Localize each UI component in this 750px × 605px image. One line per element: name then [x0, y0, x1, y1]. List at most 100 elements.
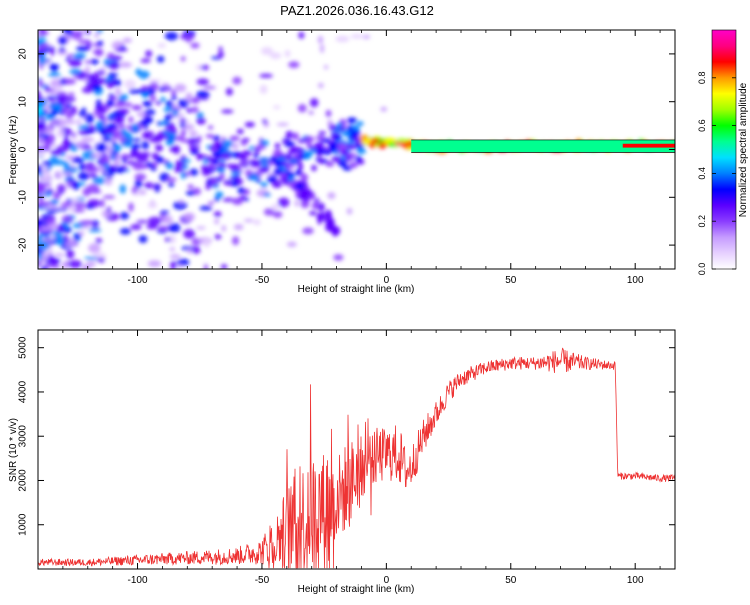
spectrogram-blob: [318, 158, 325, 165]
spectrogram-blob: [85, 204, 95, 209]
spectrogram-blob: [84, 256, 99, 261]
spectrogram-blob: [52, 118, 66, 128]
spectrogram-blob: [113, 158, 121, 167]
spectrogram-blob: [110, 150, 120, 155]
spectrogram-blob: [106, 81, 115, 89]
spectrogram-blob: [188, 130, 198, 137]
spectrogram-blob: [187, 248, 192, 254]
spectrogram-blob: [105, 175, 114, 180]
y-tick-label: 1000: [18, 513, 29, 536]
y-tick-label: 4000: [18, 380, 29, 403]
spectrogram-blob: [50, 199, 59, 205]
spectrogram-blob: [49, 234, 55, 242]
spectrogram-blob: [261, 140, 269, 147]
spectrogram-blob: [63, 135, 69, 144]
spectrogram-blob: [306, 141, 312, 147]
spectrogram-blob: [77, 124, 89, 130]
spectrogram-blob: [132, 125, 138, 130]
snr-series-line: [38, 347, 675, 569]
spectrogram-blob: [222, 197, 235, 202]
spectrogram-blob: [65, 249, 75, 259]
spectrogram-blob: [72, 208, 86, 213]
spectrogram-blob: [197, 135, 202, 142]
spectrogram-blob: [269, 52, 282, 60]
spectrogram-blob: [354, 141, 365, 149]
spectrogram-blob: [60, 152, 67, 157]
spectrogram-blob: [81, 220, 94, 226]
spectrogram-blob: [186, 33, 192, 44]
spectrogram-blob: [73, 53, 86, 59]
spectrogram-blob: [38, 123, 47, 132]
spectrogram-blob: [141, 131, 152, 140]
spectrogram-blob: [166, 177, 177, 182]
spectrogram-blob: [154, 183, 160, 193]
spectrogram-blob: [248, 145, 255, 150]
spectrogram-blob: [155, 145, 163, 152]
spectrogram-blob: [155, 156, 165, 164]
spectrogram-blob: [136, 220, 149, 224]
spectrogram-blob: [73, 201, 86, 209]
spectrogram-blob: [117, 100, 126, 106]
spectrogram-blob: [91, 225, 100, 230]
spectrogram-blob: [258, 167, 269, 173]
spectrogram-blob: [105, 100, 115, 107]
spectrogram-blob: [325, 214, 332, 219]
spectrogram-blob: [77, 39, 92, 44]
spectrogram-blob: [55, 91, 67, 96]
spectrogram-blob: [143, 116, 154, 124]
spectrogram-blob: [38, 89, 41, 96]
spectrogram-blob: [214, 234, 222, 240]
spectrogram-blob: [142, 100, 153, 107]
spectrogram-blob: [322, 149, 332, 155]
spectrogram-blob: [65, 181, 71, 186]
spectrogram-blob: [293, 146, 302, 151]
spectrogram-blob: [78, 230, 85, 237]
spectrogram-blob: [335, 35, 350, 43]
y-tick-label: 2000: [18, 469, 29, 492]
spectrogram-blob: [56, 129, 65, 138]
spectrogram-blob: [253, 219, 261, 226]
spectrogram-blob: [245, 169, 253, 176]
spectrogram-blob: [74, 141, 86, 147]
spectrogram-blob: [316, 212, 325, 222]
spectrogram-blob: [88, 228, 102, 233]
spectrogram-blob: [229, 135, 240, 142]
spectrogram-blob: [303, 152, 311, 160]
spectrogram-blob: [205, 134, 214, 139]
spectrogram-blob: [180, 129, 186, 137]
spectrogram-blob: [274, 159, 283, 167]
spectrogram-blob: [187, 184, 194, 190]
spectrogram-blob: [94, 33, 100, 38]
spectrogram-blob: [259, 157, 270, 162]
spectrogram-blob: [298, 162, 304, 171]
spectrogram-blob: [81, 107, 87, 117]
spectrogram-blob: [361, 138, 370, 145]
spectrogram-blob: [201, 168, 211, 176]
spectrogram-blob: [45, 114, 56, 121]
spectrogram-blob: [260, 47, 273, 56]
spectrogram-blob: [218, 166, 225, 174]
spectrogram-blob: [38, 78, 43, 88]
spectrogram-blob: [119, 212, 130, 220]
spectrogram-blob: [38, 184, 45, 195]
spectrogram-blob: [38, 250, 46, 254]
spectrogram-blob: [144, 182, 154, 189]
spectrogram-blob: [346, 143, 357, 150]
spectrogram-blob: [212, 150, 220, 158]
spectrogram-blob: [111, 55, 123, 61]
spectrogram-blob: [84, 60, 91, 64]
spectrogram-blob: [138, 70, 150, 80]
spectrogram-blob: [38, 240, 50, 251]
spectrogram-blob: [321, 159, 329, 164]
spectrogram-blob: [350, 34, 364, 39]
spectrogram-blob: [349, 161, 358, 169]
spectrogram-core: [402, 141, 414, 146]
spectrogram-blob: [107, 72, 119, 78]
spectrogram-blob: [211, 158, 220, 165]
spectrogram-blob: [57, 172, 65, 178]
spectrogram-blob: [285, 165, 291, 170]
spectrogram-blob: [169, 235, 177, 244]
spectrogram-blob: [286, 180, 296, 188]
spectrogram-blob: [380, 106, 388, 112]
